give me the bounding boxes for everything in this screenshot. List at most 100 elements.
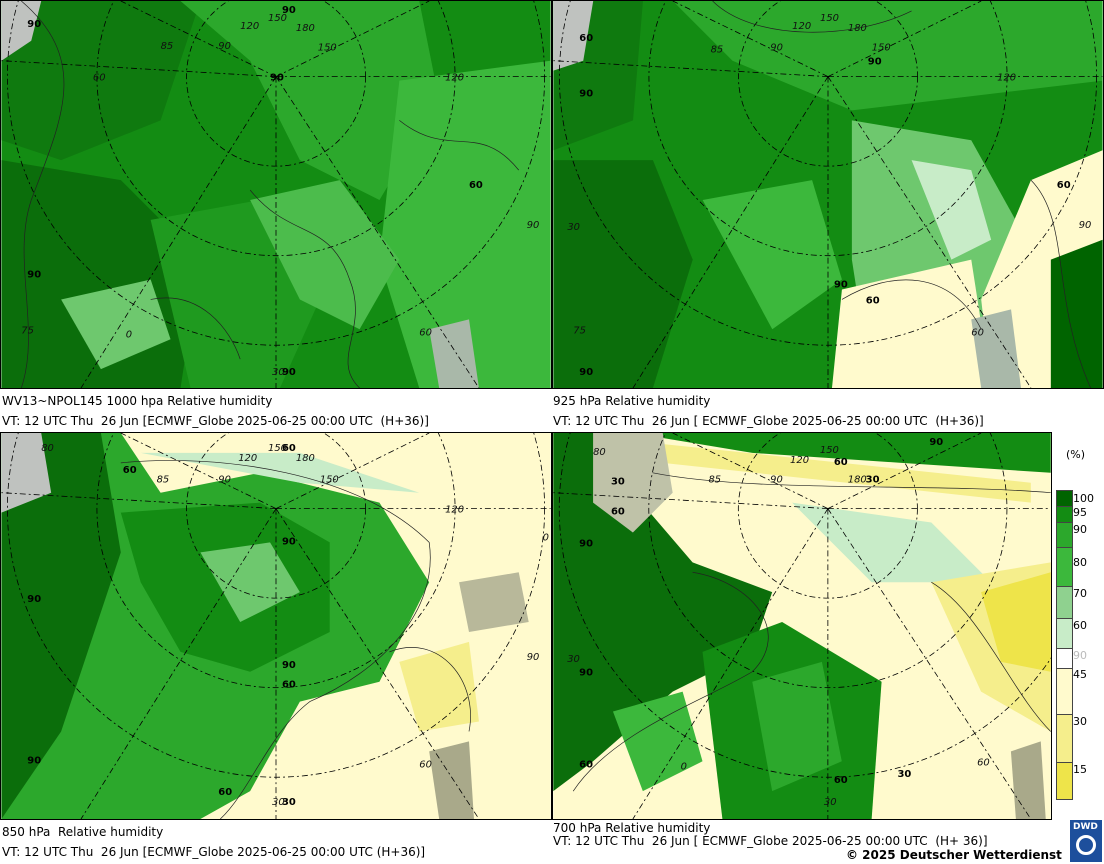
svg-text:90: 90 [27,594,41,605]
map-925hpa: 85 90 120 150 180 150 120 90 60 75 30 60 90 90 60… [553,1,1103,388]
svg-text:30: 30 [898,769,912,780]
map-panel-850hpa: 85 90 120 150 180 150 120 90 60 30 0 80 60 60 90 9… [0,432,552,820]
svg-text:0: 0 [543,532,549,543]
caption-700hpa-title: 700 hPa Relative humidity [553,821,711,835]
legend-swatch [1056,714,1073,764]
svg-text:120: 120 [238,453,257,464]
legend-tick-label: 90 [1073,523,1087,536]
svg-text:120: 120 [240,21,259,32]
dwd-logo-text: DWD [1073,822,1098,832]
caption-850hpa-title: 850 hPa Relative humidity [2,825,164,839]
svg-text:90: 90 [868,57,882,68]
legend-tick-label: 90 [1073,649,1087,662]
svg-text:0: 0 [681,761,687,772]
legend-tick-label: 95 [1073,506,1087,519]
legend-swatch [1056,522,1073,549]
dwd-swirl-icon [1076,835,1096,855]
svg-text:30: 30 [866,475,880,486]
svg-text:80: 80 [593,447,606,458]
svg-text:60: 60 [469,180,483,191]
svg-text:150: 150 [820,445,839,456]
svg-text:90: 90 [218,475,231,486]
dwd-logo: DWD [1070,820,1102,862]
legend-tick-label: 70 [1073,587,1087,600]
svg-text:60: 60 [579,33,593,44]
svg-text:60: 60 [1057,180,1071,191]
svg-text:90: 90 [579,538,593,549]
legend-swatch [1056,668,1073,716]
svg-text:150: 150 [268,13,287,24]
svg-text:180: 180 [296,23,315,34]
svg-text:80: 80 [41,443,54,454]
svg-text:60: 60 [611,507,625,518]
svg-text:90: 90 [527,220,540,231]
svg-text:180: 180 [848,475,867,486]
svg-text:60: 60 [419,759,432,770]
svg-text:90: 90 [579,668,593,679]
svg-text:60: 60 [579,759,593,770]
svg-text:60: 60 [93,73,106,84]
svg-text:150: 150 [320,475,339,486]
svg-text:90: 90 [1079,220,1092,231]
svg-text:150: 150 [872,43,891,54]
map-panel-925hpa: 85 90 120 150 180 150 120 90 60 75 30 60 90 90 60… [552,0,1104,389]
svg-text:0: 0 [126,329,132,340]
svg-text:85: 85 [161,41,174,52]
svg-text:30: 30 [824,797,837,808]
svg-text:90: 90 [834,280,848,291]
svg-text:90: 90 [218,41,231,52]
svg-text:90: 90 [282,536,296,547]
svg-text:150: 150 [820,13,839,24]
svg-text:90: 90 [770,43,783,54]
svg-text:90: 90 [527,652,540,663]
svg-text:60: 60 [218,787,232,798]
svg-text:90: 90 [579,367,593,378]
svg-text:90: 90 [282,5,296,16]
svg-text:85: 85 [708,475,721,486]
svg-text:85: 85 [157,475,170,486]
svg-text:30: 30 [272,367,285,378]
legend-swatch [1056,547,1073,588]
legend-tick-label: 45 [1073,668,1087,681]
svg-text:90: 90 [27,755,41,766]
caption-700hpa-valid-time: VT: 12 UTC Thu 26 Jun [ ECMWF_Globe 2025… [553,834,988,848]
svg-text:90: 90 [770,475,783,486]
legend-tick-label: 100 [1073,492,1094,505]
map-850hpa: 85 90 120 150 180 150 120 90 60 30 0 80 60 60 90 9… [1,433,551,819]
svg-text:75: 75 [573,325,586,336]
svg-text:150: 150 [268,443,287,454]
svg-text:60: 60 [123,465,137,476]
legend-swatch [1056,648,1073,670]
svg-text:90: 90 [270,73,284,84]
svg-text:30: 30 [272,797,285,808]
svg-text:60: 60 [282,680,296,691]
svg-text:60: 60 [834,775,848,786]
legend-tick-label: 15 [1073,763,1087,776]
svg-text:30: 30 [567,654,580,665]
svg-text:120: 120 [790,455,809,466]
svg-text:180: 180 [848,23,867,34]
map-panel-700hpa: 85 90 120 150 180 60 30 0 30 80 30 60 90 60 30 90 … [552,432,1052,820]
legend-tick-label: 60 [1073,619,1087,632]
legend-unit: (%) [1066,448,1086,461]
svg-text:90: 90 [929,437,943,448]
svg-text:75: 75 [21,325,34,336]
svg-text:120: 120 [792,21,811,32]
legend-swatch [1056,762,1073,800]
legend-swatch [1056,618,1073,650]
svg-text:90: 90 [27,270,41,281]
svg-text:30: 30 [611,477,625,488]
svg-text:90: 90 [579,89,593,100]
svg-text:90: 90 [282,367,296,378]
svg-text:120: 120 [445,505,464,516]
svg-text:90: 90 [282,660,296,671]
legend-tick-label: 80 [1073,556,1087,569]
svg-text:180: 180 [296,453,315,464]
legend-tick-label: 30 [1073,715,1087,728]
caption-925hpa-title: 925 hPa Relative humidity [553,394,711,408]
svg-text:60: 60 [866,295,880,306]
svg-text:60: 60 [282,443,296,454]
map-panel-1000hpa: 90 85 120 150 180 150 120 90 60 30 0 75 60 90 90 9… [0,0,552,389]
